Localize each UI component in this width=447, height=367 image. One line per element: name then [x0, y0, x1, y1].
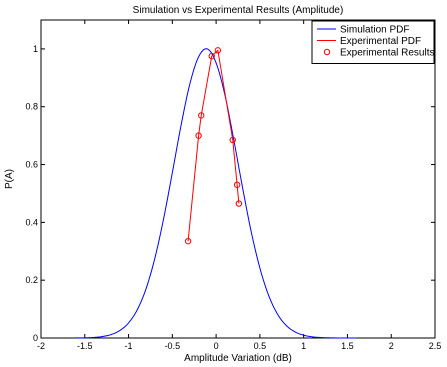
legend-swatch-marker	[323, 48, 331, 56]
data-point	[198, 112, 205, 119]
x-tick-label: 0	[214, 341, 219, 351]
data-point	[233, 181, 241, 188]
y-axis-label: P(A)	[4, 169, 15, 189]
x-tick-label: 1	[301, 341, 306, 351]
x-tick-label: -1.5	[77, 341, 93, 351]
x-tick-label: 1.5	[341, 341, 354, 351]
x-tick-label: 0.5	[254, 341, 267, 351]
data-point	[184, 237, 192, 245]
data-point	[195, 132, 202, 139]
series-markers	[184, 47, 243, 245]
data-point	[235, 200, 243, 207]
axis-ticks: -2 -1.5 -1 -0.5 0 0.5 1 1.5 2 2.5 0 0.2 0.4 0.6 0.8 1	[25, 20, 441, 351]
series-line-1	[187, 49, 240, 242]
data-point	[214, 47, 222, 54]
x-tick-label: 2	[389, 341, 394, 351]
legend-box	[311, 20, 435, 64]
y-tick-label: 0	[33, 333, 38, 343]
y-tick-label: 0.4	[25, 217, 38, 227]
x-tick-label: -2	[37, 341, 45, 351]
plot-frame	[40, 19, 436, 339]
x-axis-label: Amplitude Variation (dB)	[184, 353, 292, 364]
data-point	[208, 52, 215, 60]
legend-entry: Experimental PDF	[340, 36, 421, 47]
data-point	[229, 136, 236, 144]
series-lines	[76, 48, 357, 339]
x-tick-label: -0.5	[165, 341, 181, 351]
x-tick-label: -1	[125, 341, 133, 351]
series-line-0	[76, 48, 357, 339]
y-tick-label: 0.8	[25, 102, 38, 112]
y-tick-label: 0.2	[25, 275, 38, 285]
legend-entry: Simulation PDF	[340, 25, 409, 36]
chart-title: Simulation vs Experimental Results (Ampl…	[133, 5, 344, 16]
x-tick-label: 2.5	[429, 341, 442, 351]
y-tick-label: 1	[33, 44, 38, 54]
legend-entry: Experimental Results	[340, 48, 434, 59]
y-tick-label: 0.6	[25, 160, 38, 170]
